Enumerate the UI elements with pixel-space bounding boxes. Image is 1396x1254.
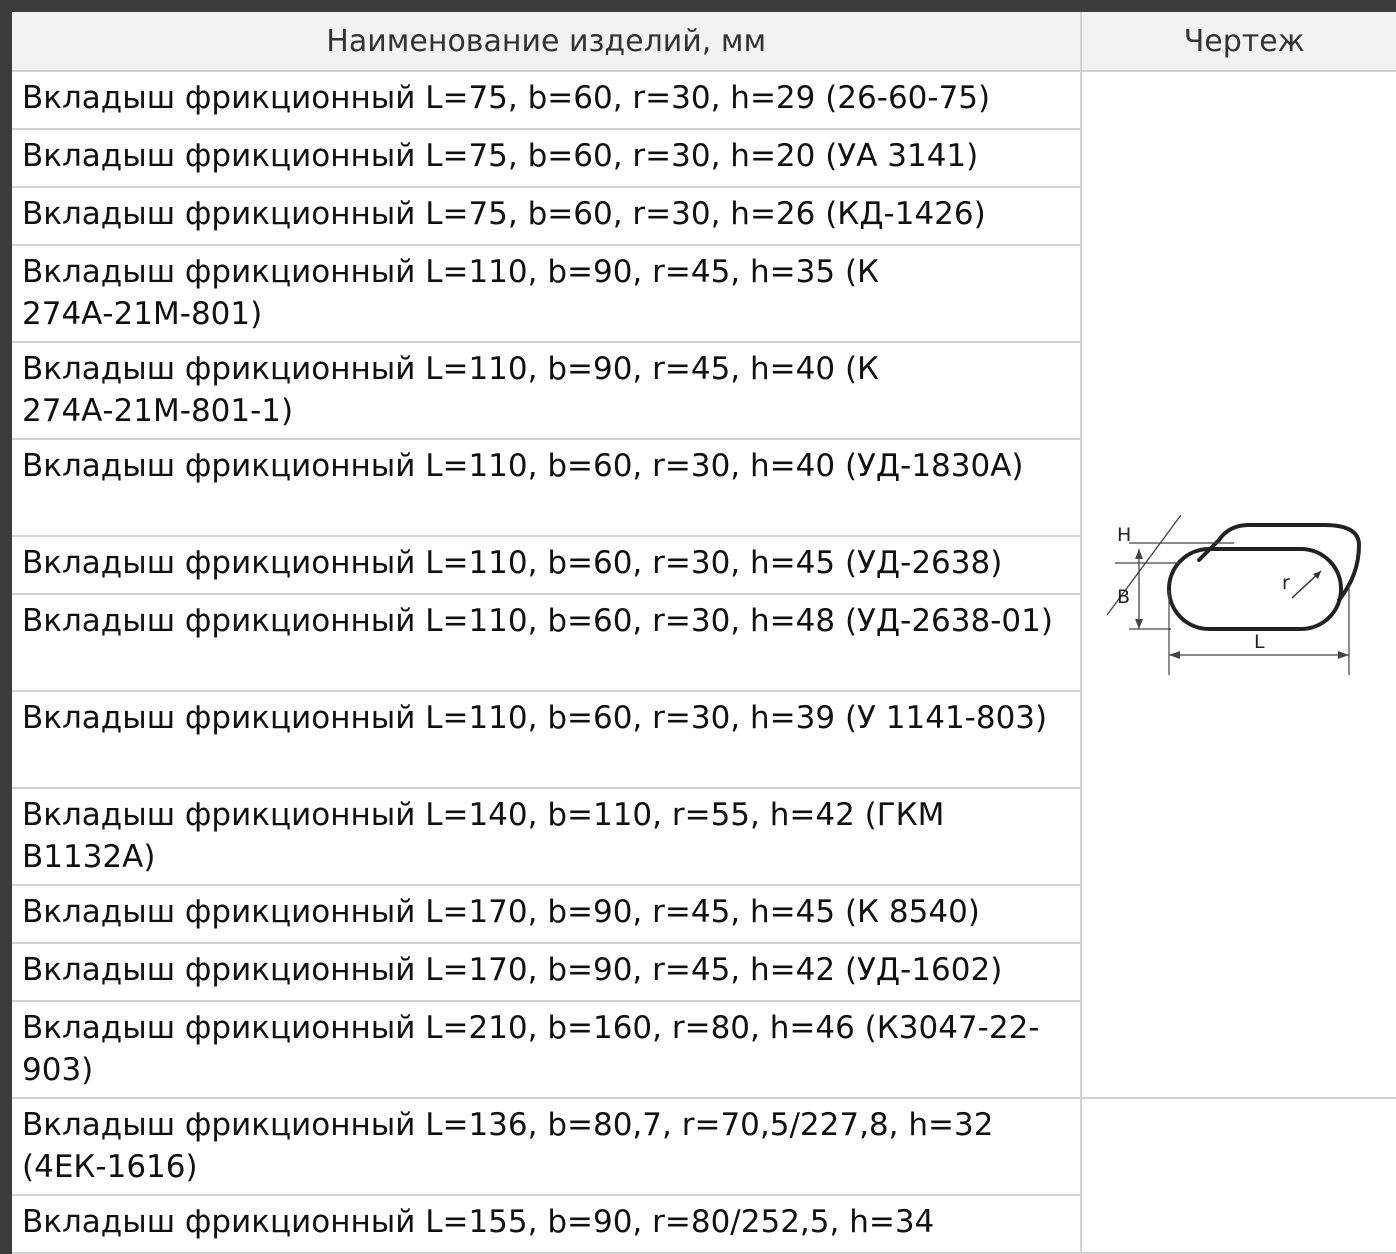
- table-row: Вкладыш фрикционный L=75, b=60, r=30, h=…: [12, 187, 1396, 246]
- product-name: Вкладыш фрикционный L=75, b=60, r=30, h=…: [12, 129, 1083, 188]
- product-name: Вкладыш фрикционный L=170, b=90, r=45, h…: [12, 943, 1083, 1002]
- product-name: Вкладыш фрикционный L=75, b=60, r=30, h=…: [12, 187, 1083, 246]
- product-name: Вкладыш фрикционный L=110, b=60, r=30, h…: [12, 594, 1083, 692]
- drawing-cell-empty: [1081, 1098, 1396, 1254]
- product-name: Вкладыш фрикционный L=75, b=60, r=30, h=…: [12, 71, 1083, 130]
- table-header-row: Наименование изделий, мм Чертеж: [12, 12, 1396, 72]
- product-name: Вкладыш фрикционный L=136, b=80,7, r=70,…: [12, 1098, 1083, 1196]
- friction-insert-drawing: r H B: [1106, 514, 1362, 675]
- table-row: Вкладыш фрикционный L=170, b=90, r=45, h…: [12, 885, 1396, 944]
- insert-front-outline: [1167, 546, 1344, 631]
- table-row: Вкладыш фрикционный L=155, b=90, r=80/25…: [12, 1195, 1396, 1254]
- table-row: Вкладыш фрикционный L=110, b=60, r=30, h…: [12, 594, 1396, 692]
- drawing-label-h: H: [1117, 524, 1131, 546]
- product-name: Вкладыш фрикционный L=110, b=60, r=30, h…: [12, 691, 1083, 789]
- table-row: Вкладыш фрикционный L=110, b=60, r=30, h…: [12, 691, 1396, 789]
- product-name: Вкладыш фрикционный L=155, b=90, r=80/25…: [12, 1195, 1083, 1254]
- drawing-label-r: r: [1282, 572, 1290, 594]
- drawing-label-b: B: [1117, 586, 1130, 608]
- insert-top-outline: [1217, 522, 1362, 602]
- table-row: Вкладыш фрикционный L=110, b=90, r=45, h…: [12, 342, 1396, 440]
- drawing-label-l: L: [1254, 631, 1265, 653]
- table-row: Вкладыш фрикционный L=75, b=60, r=30, h=…: [12, 71, 1396, 1099]
- table-row: Вкладыш фрикционный L=170, b=90, r=45, h…: [12, 943, 1396, 1002]
- product-name: Вкладыш фрикционный L=110, b=90, r=45, h…: [12, 342, 1083, 440]
- product-name: Вкладыш фрикционный L=110, b=90, r=45, h…: [12, 245, 1083, 343]
- table-row: Вкладыш фрикционный L=110, b=90, r=45, h…: [12, 245, 1396, 343]
- product-name: Вкладыш фрикционный L=210, b=160, r=80, …: [12, 1001, 1083, 1099]
- table-row: Вкладыш фрикционный L=210, b=160, r=80, …: [12, 1001, 1396, 1099]
- product-name: Вкладыш фрикционный L=110, b=60, r=30, h…: [12, 439, 1083, 537]
- product-name: Вкладыш фрикционный L=170, b=90, r=45, h…: [12, 885, 1083, 944]
- product-name: Вкладыш фрикционный L=110, b=60, r=30, h…: [12, 536, 1083, 595]
- products-table: Наименование изделий, мм Чертеж Вкладыш …: [12, 12, 1396, 1254]
- table-row: Вкладыш фрикционный L=136, b=80,7, r=70,…: [12, 1098, 1396, 1254]
- drawing-cell: r H B: [1081, 71, 1396, 1099]
- header-name: Наименование изделий, мм: [12, 12, 1083, 72]
- table-row: Вкладыш фрикционный L=75, b=60, r=30, h=…: [12, 129, 1396, 188]
- header-drawing: Чертеж: [1081, 12, 1396, 72]
- table-row: Вкладыш фрикционный L=110, b=60, r=30, h…: [12, 439, 1396, 537]
- table-row: Вкладыш фрикционный L=140, b=110, r=55, …: [12, 788, 1396, 886]
- table-row: Вкладыш фрикционный L=110, b=60, r=30, h…: [12, 536, 1396, 595]
- product-name: Вкладыш фрикционный L=140, b=110, r=55, …: [12, 788, 1083, 886]
